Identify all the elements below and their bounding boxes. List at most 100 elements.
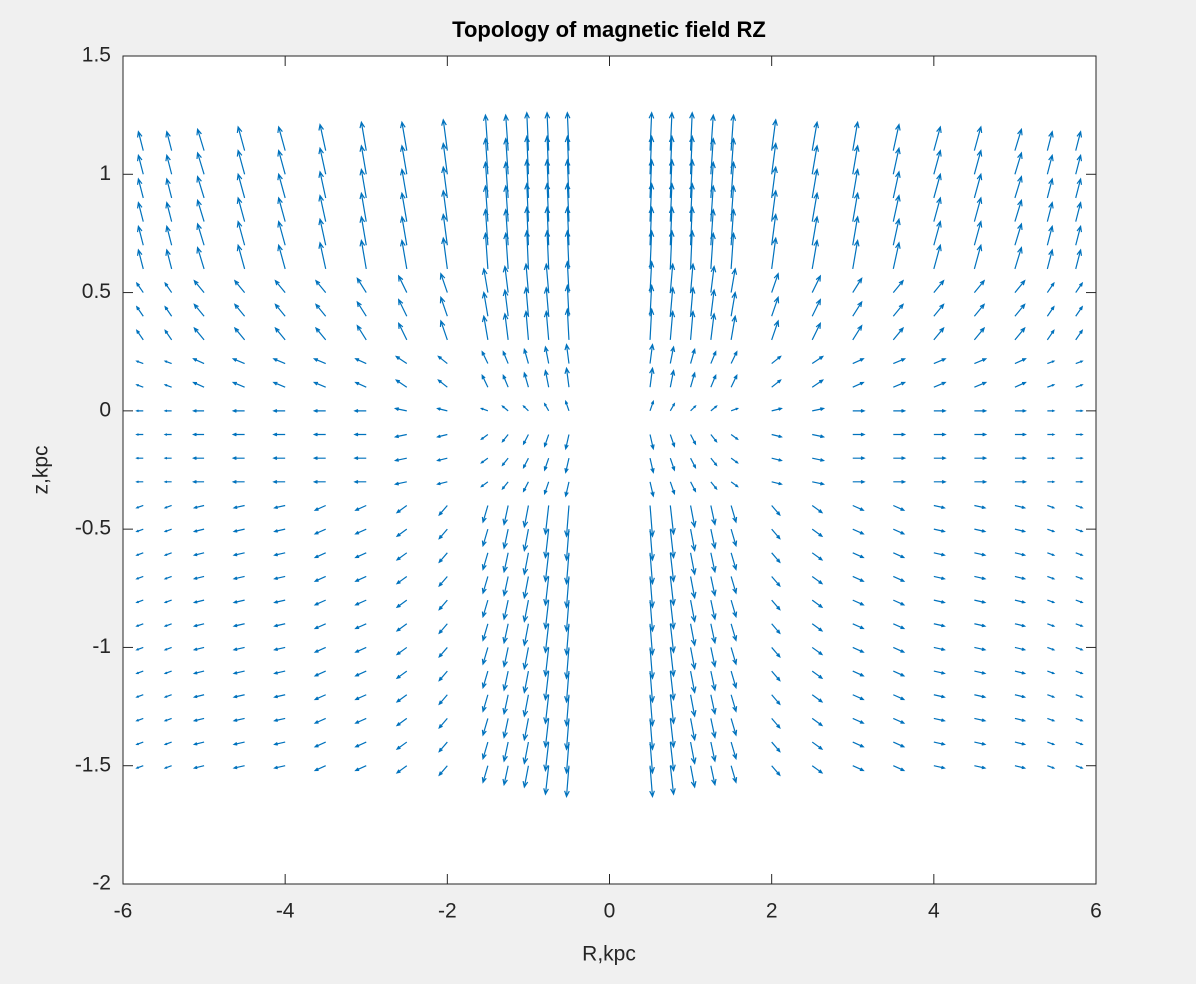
arrow: [974, 575, 987, 580]
arrow: [192, 765, 205, 770]
arrow: [710, 481, 718, 491]
arrow: [730, 741, 738, 761]
arrow: [1014, 504, 1027, 509]
arrow: [272, 432, 286, 437]
arrow: [438, 718, 448, 730]
y-tick-label: 0: [99, 398, 111, 421]
arrow: [438, 505, 448, 517]
arrow: [135, 384, 144, 388]
arrow: [543, 402, 550, 412]
arrow: [313, 528, 326, 535]
arrow: [1014, 646, 1027, 651]
arrow: [730, 647, 738, 666]
arrow: [522, 765, 530, 789]
arrow: [564, 205, 571, 246]
arrow: [668, 158, 675, 198]
arrow: [1075, 248, 1083, 270]
arrow: [359, 168, 367, 199]
arrow: [354, 599, 367, 606]
arrow: [852, 277, 863, 293]
arrow: [852, 528, 865, 535]
arrow: [648, 205, 655, 246]
arrow: [354, 528, 367, 535]
arrow: [771, 718, 781, 730]
arrow: [668, 182, 675, 222]
arrow: [974, 694, 987, 699]
arrow: [313, 717, 326, 724]
arrow: [273, 552, 286, 557]
arrow: [689, 229, 695, 269]
arrow: [136, 177, 144, 199]
arrow: [544, 158, 551, 198]
arrow: [852, 324, 863, 341]
arrow: [933, 504, 946, 510]
arrow: [1014, 326, 1026, 341]
arrow: [232, 552, 245, 557]
arrow: [811, 505, 824, 514]
arrow: [730, 765, 738, 784]
arrow: [973, 172, 983, 199]
arrow: [730, 718, 738, 737]
arrow: [689, 111, 695, 151]
arrow: [893, 479, 907, 484]
arrow: [524, 111, 530, 151]
arrow: [933, 172, 942, 199]
arrow: [771, 236, 778, 269]
arrow: [1014, 599, 1027, 604]
arrow: [973, 279, 986, 293]
arrow: [441, 189, 448, 222]
arrow: [689, 134, 695, 175]
arrow: [811, 646, 824, 656]
arrow: [1014, 246, 1023, 270]
arrow: [771, 670, 781, 682]
arrow: [710, 312, 717, 340]
arrow: [564, 458, 570, 474]
arrow: [852, 358, 865, 365]
arrow: [273, 646, 286, 651]
arrow: [543, 434, 550, 448]
arrow: [1014, 741, 1027, 746]
arrow: [730, 373, 738, 388]
arrow: [730, 350, 738, 364]
arrow: [1047, 456, 1056, 460]
arrow: [690, 405, 697, 412]
arrow: [524, 205, 530, 246]
arrow: [502, 718, 509, 739]
arrow: [689, 718, 697, 742]
arrow: [193, 279, 205, 293]
arrow: [1014, 127, 1023, 151]
arrow: [933, 765, 946, 770]
arrow: [503, 113, 509, 151]
arrow: [277, 149, 286, 175]
arrow: [163, 694, 172, 698]
arrow: [356, 300, 367, 317]
arrow: [502, 505, 509, 526]
arrow: [502, 741, 509, 763]
arrow: [1014, 623, 1027, 628]
arrow: [353, 456, 367, 461]
arrow: [163, 646, 172, 651]
arrow: [1014, 175, 1023, 199]
arrow: [564, 343, 570, 364]
arrow: [852, 239, 860, 270]
arrow: [272, 408, 286, 413]
arrow: [689, 505, 697, 529]
arrow: [974, 432, 988, 437]
arrow: [318, 146, 327, 175]
arrow: [436, 481, 448, 486]
arrow: [273, 575, 286, 580]
arrow: [933, 358, 947, 365]
arrow: [771, 319, 780, 341]
arrow: [852, 168, 860, 199]
arrow: [441, 142, 448, 175]
arrow: [710, 434, 718, 443]
arrow: [1014, 198, 1023, 222]
arrow: [852, 504, 865, 511]
arrow: [1075, 717, 1084, 722]
arrow: [481, 505, 489, 524]
arrow: [502, 623, 509, 645]
arrow: [973, 196, 983, 222]
arrow: [668, 111, 675, 151]
arrow: [933, 599, 946, 604]
arrow: [502, 670, 509, 692]
